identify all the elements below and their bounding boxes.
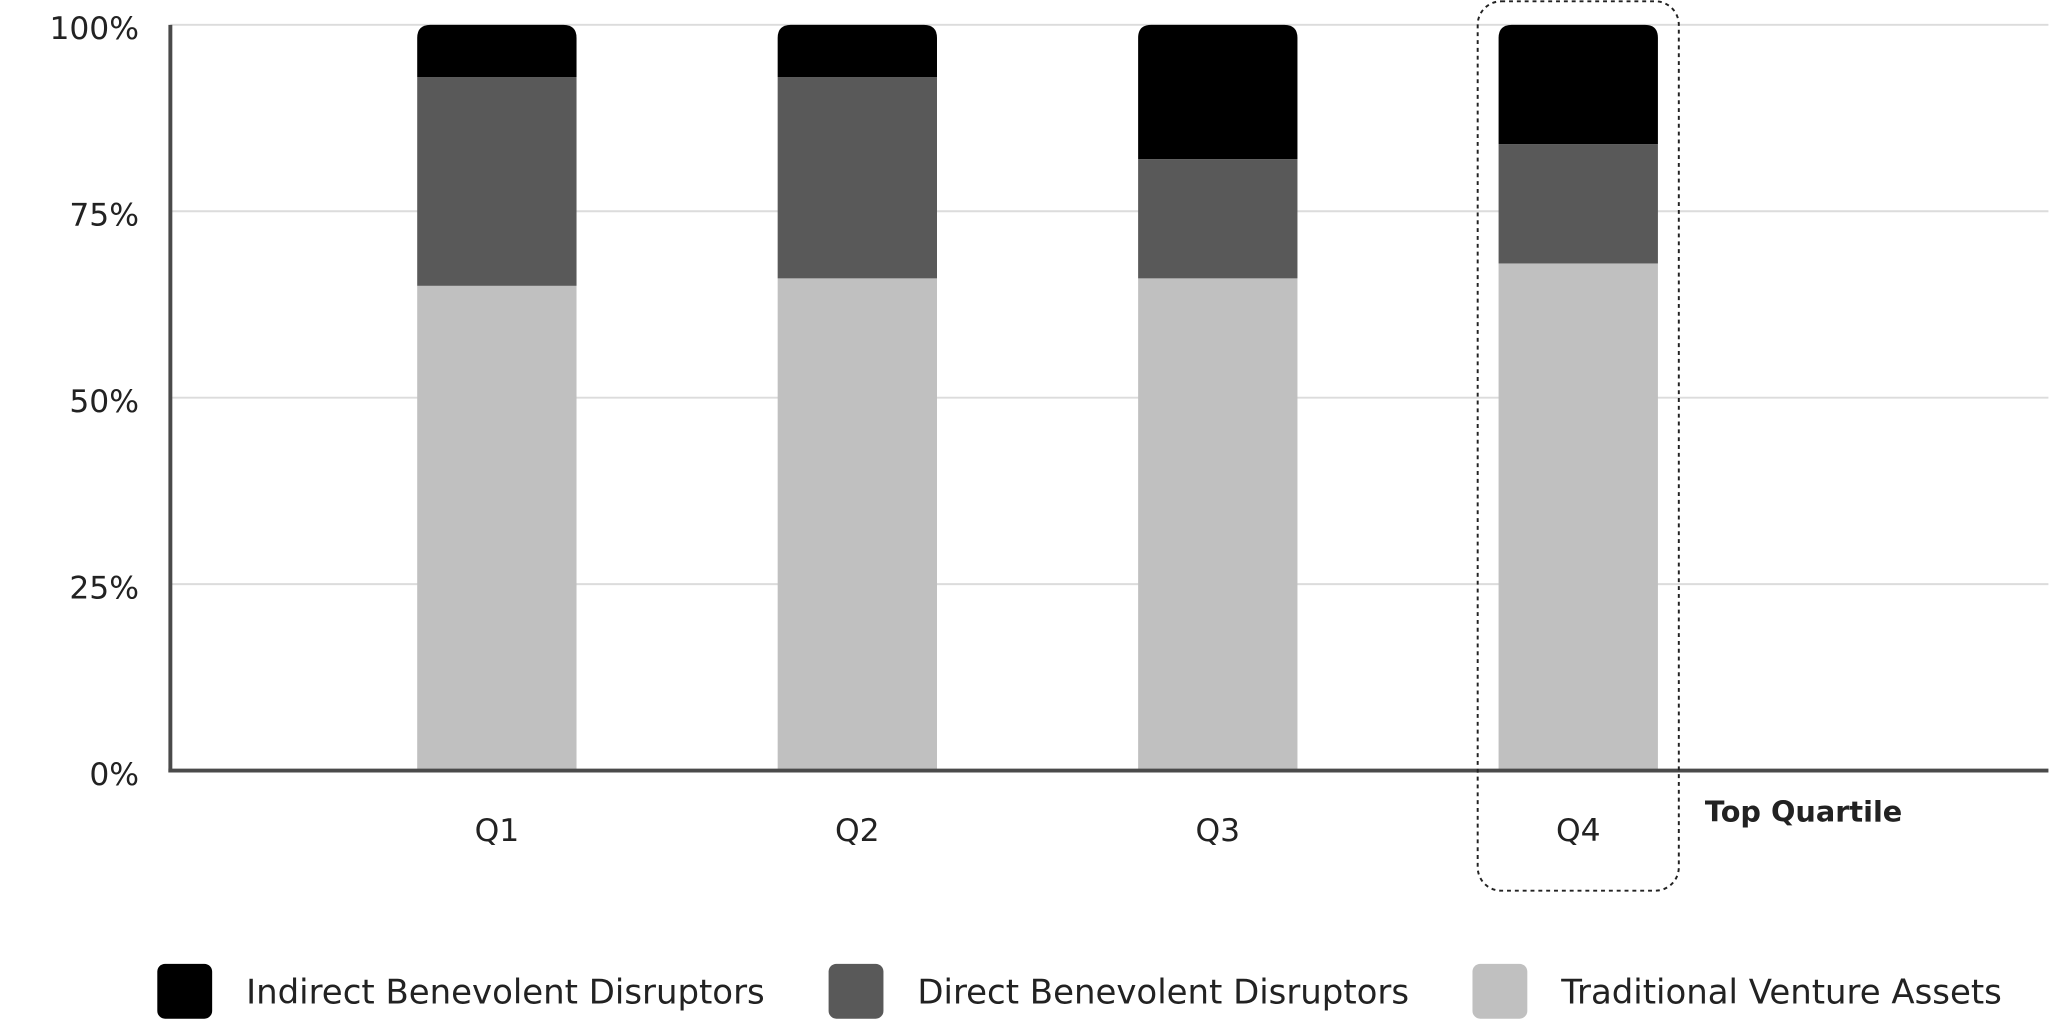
bar-segment — [417, 77, 577, 286]
y-tick-label: 0% — [89, 757, 139, 793]
bar-segment — [1138, 159, 1298, 279]
bar-segment — [417, 24, 577, 78]
x-tick-label: Q4 — [1556, 813, 1601, 849]
bar-segment — [777, 278, 937, 771]
legend-label: Indirect Benevolent Disruptors — [246, 972, 765, 1012]
y-tick-label: 25% — [69, 570, 139, 606]
bar-segment — [1498, 144, 1658, 264]
bar-segment — [1138, 24, 1298, 160]
x-tick-label: Q1 — [475, 813, 520, 849]
y-tick-label: 100% — [49, 11, 139, 47]
legend-label: Direct Benevolent Disruptors — [917, 972, 1409, 1012]
annotation: Top Quartile — [1705, 795, 1902, 829]
bar-segment — [777, 77, 937, 279]
y-tick-label: 50% — [69, 384, 139, 420]
bar-segment — [417, 285, 577, 771]
legend-swatch — [828, 963, 884, 1019]
bar-segment — [777, 24, 937, 78]
legend-swatch — [157, 963, 213, 1019]
legend-swatch — [1472, 963, 1528, 1019]
x-tick-label: Q3 — [1195, 813, 1240, 849]
highlight-box — [1476, 0, 1680, 892]
y-tick-label: 75% — [69, 197, 139, 233]
bar-segment — [1138, 278, 1298, 771]
legend-label: Traditional Venture Assets — [1560, 972, 2002, 1012]
bar-segment — [1498, 263, 1658, 771]
bar-segment — [1498, 24, 1658, 145]
x-tick-label: Q2 — [835, 813, 880, 849]
